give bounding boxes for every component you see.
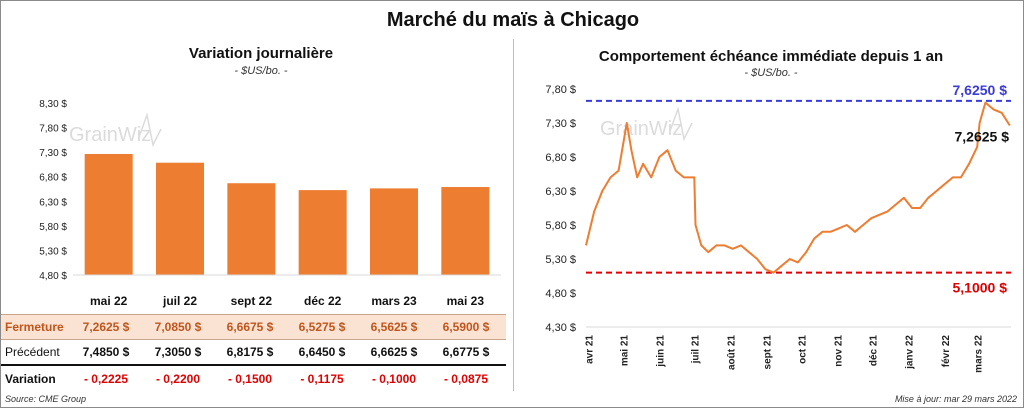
x-tick-label: juil 21 <box>690 335 701 365</box>
row-label: Variation <box>5 372 56 386</box>
main-title: Marché du maïs à Chicago <box>386 9 640 31</box>
right-chart-unit: - $US/bo. - <box>744 67 798 79</box>
table-cell: 6,5900 $ <box>442 320 490 334</box>
bar <box>370 188 418 275</box>
bar <box>441 187 490 275</box>
x-tick-label: déc 22 <box>304 294 342 308</box>
x-tick-label: mai 22 <box>90 294 128 308</box>
last-price-label: 7,2625 $ <box>955 129 1010 145</box>
x-tick-label: oct 21 <box>798 335 809 364</box>
table-cell: 6,6450 $ <box>298 345 346 359</box>
table-row-variation: Variation - 0,2225 - 0,2200 - 0,1500 - 0… <box>1 367 506 391</box>
row-label: Précédent <box>5 345 60 359</box>
x-tick-label: avr 21 <box>584 335 595 364</box>
bar-chart: 4,80 $ 5,30 $ 5,80 $ 6,30 $ 6,80 $ 7,30 $ 7,80… <box>39 99 501 308</box>
x-tick-label: sept 22 <box>231 294 273 308</box>
table-cell: - 0,0875 <box>443 372 489 386</box>
grainwiz-watermark: GrainWiz <box>600 106 693 142</box>
panel-divider <box>513 39 514 391</box>
watermark-mark <box>138 112 162 148</box>
x-tick-label: sept 21 <box>763 335 774 370</box>
source-note: Source: CME Group <box>5 394 87 404</box>
y-tick-label: 5,30 $ <box>39 246 67 257</box>
y-tick-label: 6,80 $ <box>545 152 576 164</box>
x-tick-label: juin 21 <box>656 335 667 368</box>
y-tick-label: 4,30 $ <box>545 322 576 334</box>
reference-label: 5,1000 $ <box>953 280 1008 296</box>
watermark-mark <box>669 106 693 142</box>
x-tick-label: mai 21 <box>619 335 630 367</box>
y-tick-label: 4,80 $ <box>39 271 67 282</box>
y-tick-label: 6,30 $ <box>39 197 67 208</box>
y-tick-label: 8,30 $ <box>39 99 67 110</box>
x-tick-label: août 21 <box>727 335 738 370</box>
table-cell: - 0,1500 <box>227 372 273 386</box>
x-tick-label: déc 21 <box>869 335 880 367</box>
y-tick-label: 5,30 $ <box>545 254 576 266</box>
table-cell: - 0,2225 <box>83 372 129 386</box>
grainwiz-watermark: GrainWiz <box>69 112 162 148</box>
watermark-text: GrainWiz <box>69 124 151 146</box>
table-cell: - 0,2200 <box>155 372 201 386</box>
update-note: Mise à jour: mar 29 mars 2022 <box>894 394 1017 404</box>
y-tick-label: 5,80 $ <box>39 222 67 233</box>
table-cell: 6,6775 $ <box>442 345 490 359</box>
table-cell: 6,8175 $ <box>226 345 274 359</box>
table-cell: 6,5275 $ <box>298 320 346 334</box>
x-tick-label: juil 22 <box>162 294 197 308</box>
x-tick-label: mars 23 <box>371 294 417 308</box>
row-label: Fermeture <box>5 320 64 334</box>
y-tick-label: 7,80 $ <box>545 84 576 96</box>
y-tick-label: 6,30 $ <box>545 186 576 198</box>
x-tick-label: mars 22 <box>973 335 984 373</box>
y-tick-label: 4,80 $ <box>545 288 576 300</box>
line-chart: 4,30 $ 4,80 $ 5,30 $ 5,80 $ 6,30 $ 6,80 $ 7,30… <box>545 82 1011 373</box>
y-tick-label: 7,30 $ <box>545 118 576 130</box>
y-tick-label: 7,80 $ <box>39 124 67 135</box>
bar <box>298 190 347 275</box>
table-cell: 7,4850 $ <box>82 345 130 359</box>
table-cell: 7,0850 $ <box>154 320 202 334</box>
price-line <box>585 101 1011 274</box>
table-cell: 7,2625 $ <box>82 320 130 334</box>
y-tick-label: 6,80 $ <box>39 173 67 184</box>
table-cell: 6,6625 $ <box>370 345 418 359</box>
table-cell: - 0,1175 <box>300 372 344 386</box>
x-tick-label: févr 22 <box>941 335 952 368</box>
right-chart-title: Comportement échéance immédiate depuis 1… <box>598 48 944 65</box>
x-tick-label: nov 21 <box>834 335 845 367</box>
watermark-text: GrainWiz <box>600 118 682 140</box>
table-row-fermeture: Fermeture 7,2625 $ 7,0850 $ 6,6675 $ 6,5… <box>1 314 506 340</box>
table-cell: 6,6675 $ <box>226 320 274 334</box>
table-row-precedent: Précédent 7,4850 $ 7,3050 $ 6,8175 $ 6,6… <box>1 340 506 366</box>
y-tick-label: 7,30 $ <box>39 148 67 159</box>
table-cell: 6,5625 $ <box>370 320 418 334</box>
left-chart-title: Variation journalière <box>188 45 334 62</box>
x-tick-label: janv 22 <box>905 335 916 370</box>
table-cell: - 0,1000 <box>371 372 417 386</box>
y-tick-label: 5,80 $ <box>545 220 576 232</box>
x-tick-label: mai 23 <box>447 294 485 308</box>
table-cell: 7,3050 $ <box>154 345 202 359</box>
reference-label: 7,6250 $ <box>953 82 1008 98</box>
bar <box>227 183 276 275</box>
left-chart-unit: - $US/bo. - <box>234 65 288 77</box>
bar <box>84 153 133 275</box>
bar <box>156 162 204 275</box>
